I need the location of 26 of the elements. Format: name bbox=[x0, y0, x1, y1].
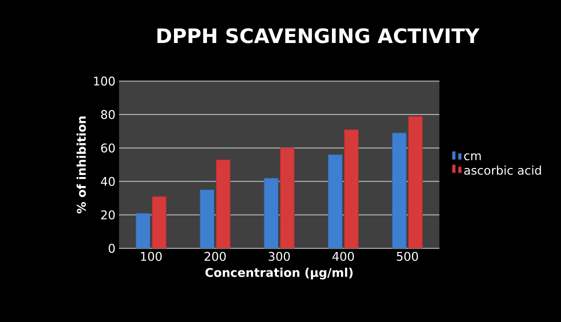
legend-label: ascorbic acid bbox=[464, 166, 541, 175]
y-axis-title: % of inhibition bbox=[76, 116, 86, 214]
y-tick-label: 60 bbox=[101, 143, 115, 152]
bar bbox=[264, 178, 278, 248]
x-tick-label: 100 bbox=[140, 252, 162, 261]
bar bbox=[216, 159, 231, 248]
x-tick-label: 300 bbox=[268, 252, 290, 261]
y-tick-label: 20 bbox=[101, 210, 115, 220]
y-tick-label: 80 bbox=[101, 110, 115, 120]
x-tick-label: 500 bbox=[396, 252, 418, 261]
y-tick-label: 100 bbox=[94, 76, 115, 86]
bar bbox=[136, 212, 150, 248]
x-tick-label: 200 bbox=[204, 252, 226, 261]
y-tick-label: 0 bbox=[108, 244, 115, 253]
x-tick-label: 400 bbox=[332, 252, 354, 261]
bar bbox=[408, 116, 423, 248]
bar bbox=[328, 154, 342, 248]
bar bbox=[344, 129, 359, 248]
bar bbox=[280, 148, 295, 248]
bar bbox=[200, 190, 214, 248]
legend-label: cm bbox=[464, 153, 481, 160]
x-axis-title: Concentration (µg/ml) bbox=[205, 268, 353, 280]
bar bbox=[392, 132, 407, 248]
bar bbox=[152, 196, 166, 248]
chart-title: DPPH SCAVENGING ACTIVITY bbox=[157, 28, 480, 44]
y-tick-label: 40 bbox=[100, 176, 115, 186]
